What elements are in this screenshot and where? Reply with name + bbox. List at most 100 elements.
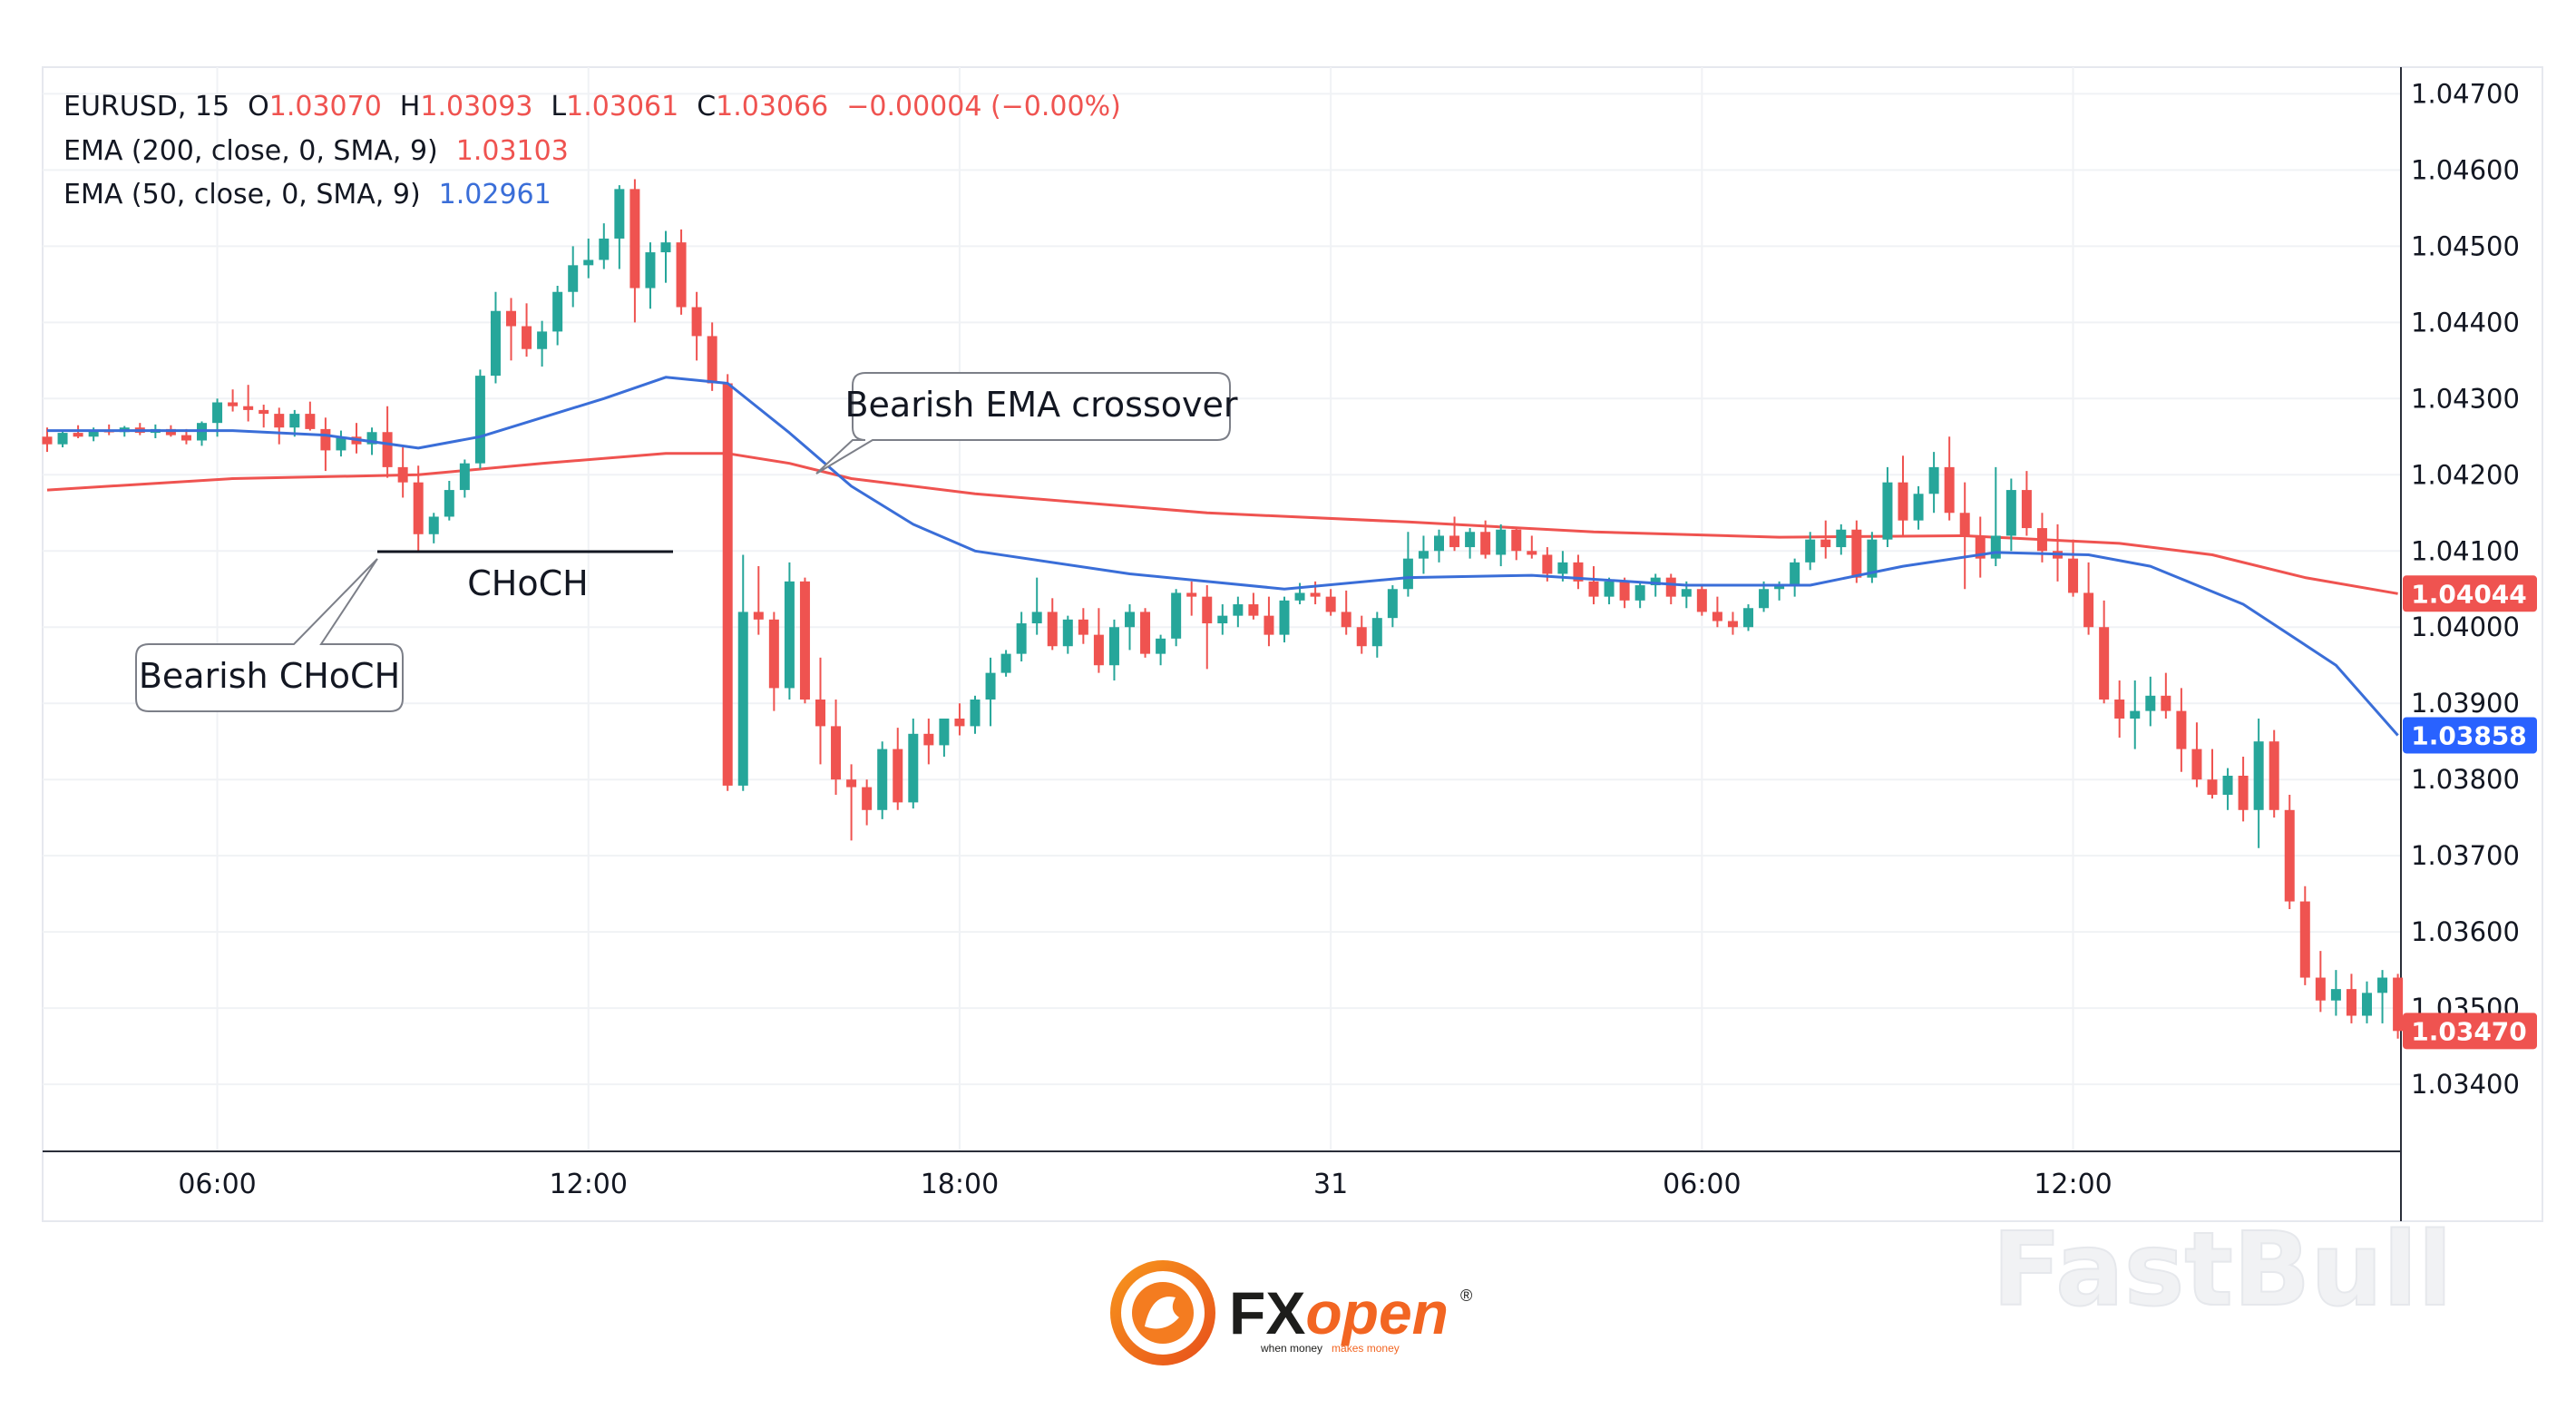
price-tick-label: 1.03400 (2411, 1069, 2520, 1100)
price-badge-text: 1.03470 (2411, 1016, 2527, 1046)
candle (2330, 970, 2341, 1016)
ema50-label: EMA (50, close, 0, SMA, 9) (63, 179, 421, 210)
candle (336, 430, 346, 457)
candle-body (2068, 558, 2079, 593)
high-label: H (400, 91, 421, 122)
candle (2238, 756, 2249, 822)
open-label: O (248, 91, 269, 122)
candle-body (1650, 577, 1661, 586)
candle-body (923, 733, 934, 746)
price-badge-bg (2403, 575, 2537, 612)
candle-body (1898, 482, 1908, 521)
candle-body (815, 700, 825, 727)
candle-body (1774, 585, 1785, 590)
candle-body (444, 490, 454, 517)
candle (1016, 612, 1027, 662)
candle-body (1696, 589, 1707, 612)
candle (1279, 596, 1290, 643)
candle-body (1356, 627, 1367, 647)
price-tick-label: 1.03900 (2411, 688, 2520, 719)
candle-body (320, 428, 331, 451)
candle (1341, 590, 1351, 635)
candle (908, 719, 919, 809)
time-tick-label: 06:00 (178, 1169, 256, 1200)
candle (862, 779, 873, 826)
candle (1743, 604, 1753, 631)
price-tick-label: 1.04700 (2411, 78, 2520, 109)
candle-body (1944, 466, 1955, 514)
candle-body (1634, 585, 1645, 601)
candle-body (506, 310, 516, 327)
candle-body (522, 326, 532, 349)
price-tick-label: 1.03800 (2411, 764, 2520, 795)
candle-body (877, 749, 888, 810)
price-tick-label: 1.04600 (2411, 154, 2520, 185)
candle-body (831, 726, 842, 780)
price-badge: 1.03858 (2403, 717, 2537, 754)
ema-crossover-callout-box (815, 372, 1231, 475)
candle-body (939, 719, 950, 746)
candle-body (629, 189, 640, 289)
candle (1712, 596, 1722, 628)
candle (1805, 532, 1816, 571)
candle (2191, 722, 2202, 788)
low-value: 1.03061 (566, 91, 678, 122)
candle-body (1371, 618, 1382, 647)
candle-body (2207, 779, 2218, 795)
candle (2021, 471, 2032, 536)
candle-body (645, 252, 656, 289)
candle (382, 406, 393, 478)
candle (1356, 615, 1367, 654)
choch-level-label: CHoCH (467, 563, 588, 603)
candle (1913, 485, 1924, 530)
candle (877, 741, 888, 819)
candle (815, 657, 825, 765)
candle-body (1387, 589, 1398, 619)
candle (660, 230, 671, 283)
candle (1047, 598, 1058, 651)
candle-body (1867, 539, 1878, 578)
price-tick-label: 1.04400 (2411, 307, 2520, 338)
candle (2083, 562, 2094, 635)
candle (1125, 604, 1135, 651)
candle (1171, 589, 1182, 647)
candle-body (1727, 621, 1738, 628)
candle-body (691, 307, 702, 337)
candle-body (2238, 775, 2249, 810)
candle-body (1279, 600, 1290, 635)
candle (259, 405, 269, 428)
price-tick-label: 1.04100 (2411, 535, 2520, 566)
candle-body (305, 414, 316, 429)
candle-body (768, 619, 779, 689)
candle-body (1047, 612, 1058, 647)
price-axis-ticks: 1.04700 1.04600 1.04500 1.04400 1.04300 1.042… (2411, 78, 2520, 1100)
candle (1527, 535, 1537, 559)
candle (831, 700, 842, 795)
candle-body (1000, 653, 1011, 673)
candle (1634, 581, 1645, 609)
price-tick-label: 1.03600 (2411, 916, 2520, 947)
candle (1031, 577, 1042, 635)
candle (1093, 608, 1104, 673)
candle (1496, 524, 1507, 567)
candle-body (799, 581, 810, 700)
candle-body (1975, 535, 1986, 559)
candle-body (2222, 775, 2233, 795)
candle-body (1093, 634, 1104, 666)
candle-body (382, 432, 393, 467)
candle (506, 298, 516, 361)
candle (444, 480, 454, 521)
candle-body (1588, 581, 1599, 597)
ema50-line (47, 376, 2399, 737)
candle-body (336, 436, 346, 451)
fxopen-name-fx: FXopen (1229, 1279, 1449, 1346)
candle (1465, 528, 1476, 559)
choch-callout: Bearish CHoCH (135, 558, 404, 712)
candle (1944, 436, 1955, 521)
candle (537, 320, 548, 367)
candle (320, 417, 331, 472)
price-tick-label: 1.03700 (2411, 840, 2520, 871)
candle (2315, 951, 2326, 1013)
